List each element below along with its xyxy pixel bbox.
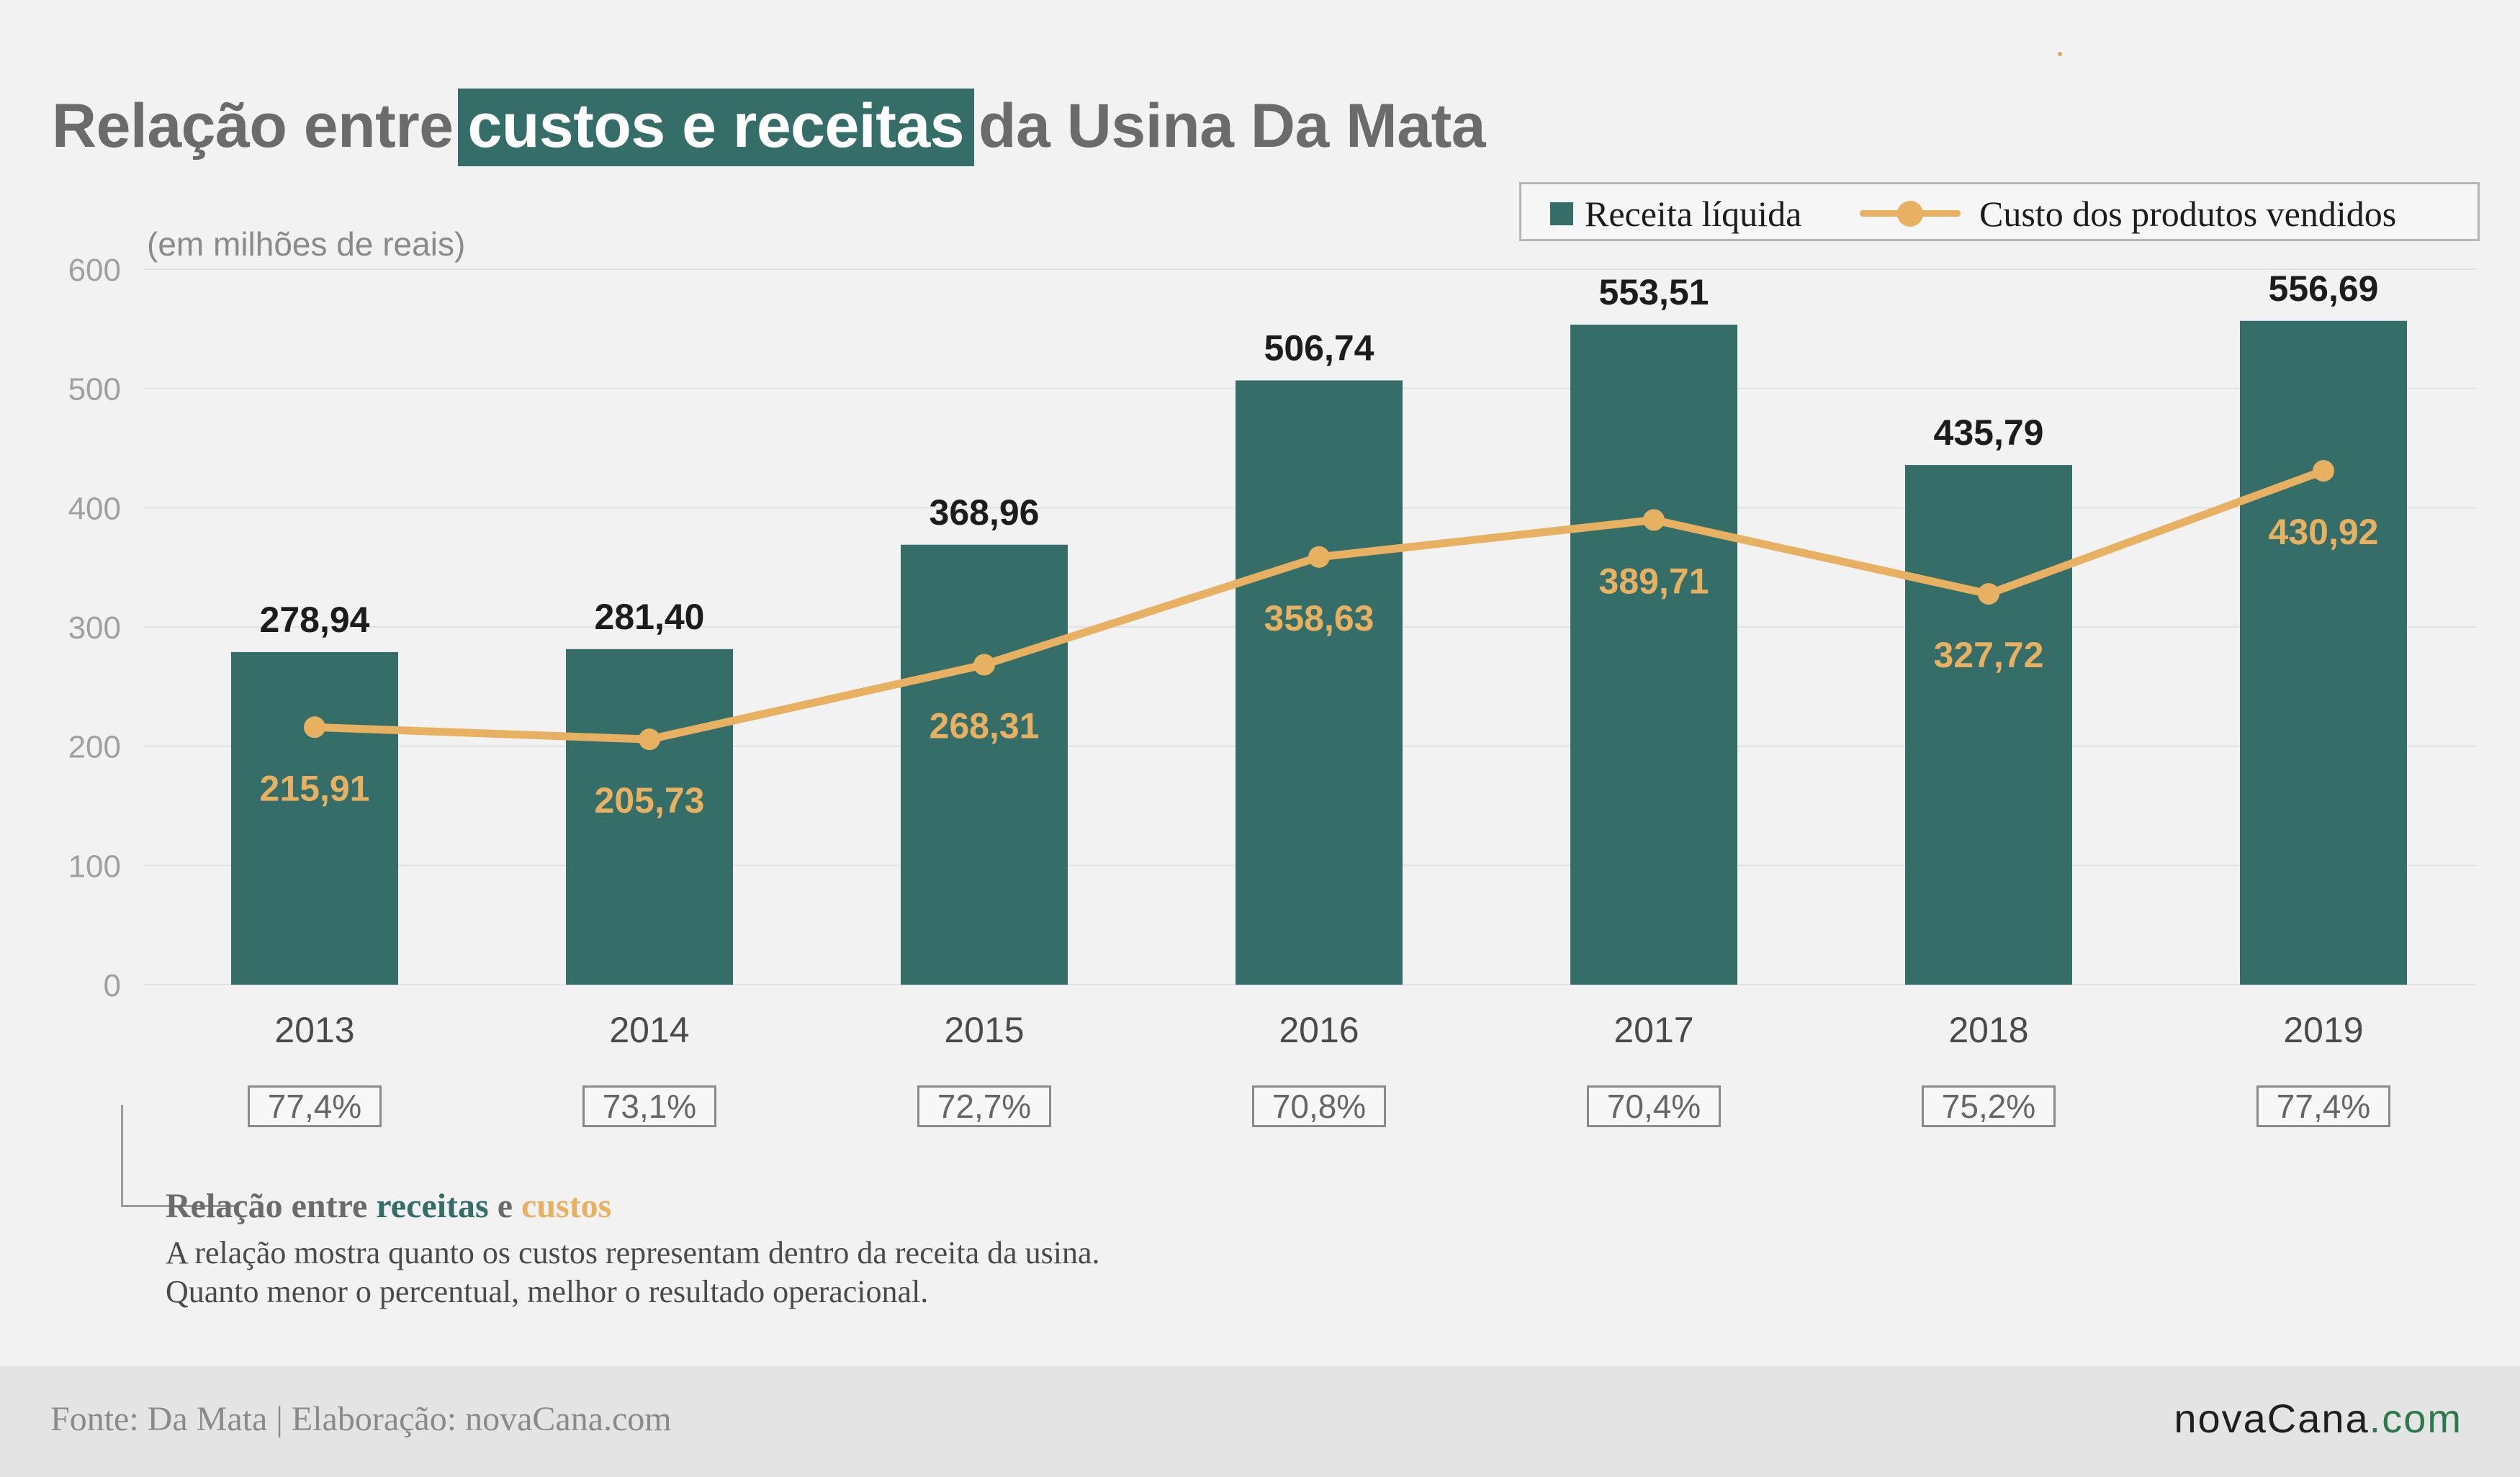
x-tick-label: 2019: [2283, 1010, 2363, 1050]
x-tick-label: 2013: [274, 1010, 354, 1050]
x-tick-label: 2016: [1279, 1010, 1359, 1050]
revenue-bar: [566, 649, 733, 985]
cost-value-label: 327,72: [1934, 635, 2044, 675]
revenue-value-label: 553,51: [1599, 272, 1709, 312]
legend-line-label: Custo dos produtos vendidos: [1979, 194, 2397, 234]
y-tick-label: 100: [68, 849, 121, 884]
y-tick-label: 200: [68, 730, 121, 765]
ratio-box: 70,4%: [1587, 1085, 1721, 1127]
y-tick-label: 600: [68, 253, 121, 288]
chart-title: Relação entre custos e receitas da Usina D…: [52, 89, 1486, 166]
legend-line-marker: [1897, 201, 1923, 227]
revenue-bar: [1236, 380, 1403, 985]
cost-value-label: 205,73: [595, 780, 705, 821]
note-line-1: A relação mostra quanto os custos repres…: [166, 1235, 1100, 1270]
note-head-prefix: Relação entre: [166, 1187, 368, 1225]
revenue-bar: [1905, 465, 2072, 985]
brand-main: novaCana: [2174, 1396, 2370, 1441]
x-tick-label: 2014: [609, 1010, 689, 1050]
cost-value-label: 268,31: [930, 705, 1040, 746]
ratio-note-body: A relação mostra quanto os custos repres…: [166, 1234, 1100, 1311]
revenue-bar: [2240, 320, 2407, 985]
revenue-value-label: 506,74: [1264, 328, 1374, 369]
footer: Fonte: Da Mata | Elaboração: novaCana.co…: [0, 1366, 2520, 1477]
cost-point: [2313, 460, 2334, 482]
unit-label: (em milhões de reais): [147, 225, 466, 263]
y-tick-label: 0: [104, 968, 121, 1003]
note-line-2: Quanto menor o percentual, melhor o resu…: [166, 1274, 929, 1309]
note-head-custos: custos: [521, 1187, 612, 1225]
cost-point: [304, 716, 325, 738]
cost-point: [973, 654, 995, 676]
ratio-box: 77,4%: [248, 1085, 382, 1127]
legend-bar-swatch: [1550, 202, 1573, 225]
chart-legend: Receita líquida Custo dos produtos vendi…: [1519, 182, 2480, 241]
x-tick-label: 2018: [1948, 1010, 2028, 1050]
title-highlight: custos e receitas: [457, 89, 974, 166]
cost-value-label: 215,91: [260, 768, 370, 808]
x-tick-label: 2015: [944, 1010, 1024, 1050]
revenue-bar: [231, 651, 398, 985]
revenue-value-label: 368,96: [930, 492, 1040, 533]
note-head-mid: e: [497, 1187, 513, 1225]
note-head-receitas: receitas: [376, 1187, 489, 1225]
cost-point: [1308, 546, 1330, 568]
cost-point: [639, 728, 660, 751]
cost-point: [1978, 583, 1999, 605]
ratio-note-heading: Relação entre receitas e custos: [166, 1186, 611, 1226]
source-credit: Fonte: Da Mata | Elaboração: novaCana.co…: [50, 1400, 672, 1438]
brand-logo[interactable]: novaCana.com: [2174, 1395, 2462, 1442]
revenue-value-label: 278,94: [260, 600, 370, 640]
ratio-box: 72,7%: [917, 1085, 1051, 1127]
title-after: da Usina Da Mata: [978, 91, 1486, 161]
y-tick-label: 300: [68, 610, 121, 646]
legend-bar-label: Receita líquida: [1585, 194, 1802, 234]
cost-value-label: 389,71: [1599, 561, 1709, 601]
brand-tld: .com: [2369, 1396, 2462, 1441]
y-tick-label: 500: [68, 372, 121, 407]
ratio-box: 75,2%: [1922, 1085, 2056, 1127]
revenue-value-label: 281,40: [595, 597, 705, 637]
ratio-box: 70,8%: [1252, 1085, 1386, 1127]
cost-point: [1643, 509, 1665, 531]
x-tick-label: 2017: [1614, 1010, 1693, 1050]
revenue-value-label: 556,69: [2269, 268, 2379, 309]
revenue-bar: [901, 544, 1068, 985]
accent-dot: [2058, 52, 2062, 56]
title-before: Relação entre: [52, 91, 454, 161]
cost-value-label: 358,63: [1264, 598, 1374, 638]
ratio-connector: [121, 1105, 236, 1207]
cost-value-label: 430,92: [2269, 512, 2379, 552]
ratio-box: 73,1%: [582, 1085, 716, 1127]
revenue-bar: [1570, 325, 1737, 985]
ratio-box: 77,4%: [2256, 1085, 2390, 1127]
y-tick-label: 400: [68, 491, 121, 526]
revenue-value-label: 435,79: [1934, 412, 2044, 453]
bar-line-chart: 0 100 200 300 400 500 600 278,94 281,40 368,96 506…: [68, 253, 2477, 1050]
